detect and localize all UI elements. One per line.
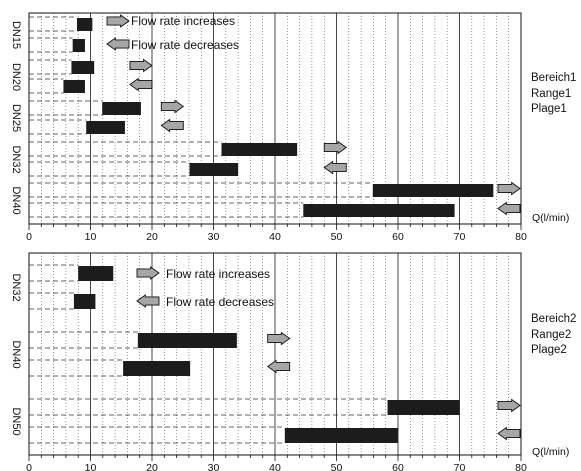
panel-1: 0 10 20 30 40 50 60 70 80 DN15 DN20 DN25 DN32 DN40 Flo… (10, 12, 527, 243)
legend-increase-arrow (106, 14, 130, 28)
DN25-up-arrow (160, 99, 185, 114)
x-tick-label: 20 (146, 462, 158, 471)
panel2-x-axis-title: Q(l/min) (532, 446, 570, 458)
legend2-increase-arrow (136, 266, 160, 280)
x-tick-label: 60 (392, 462, 404, 471)
DN40-down-bar (303, 204, 455, 217)
legend-decrease-arrow (106, 37, 130, 51)
x-tick-label: 50 (331, 462, 343, 471)
range2-label: Bereich2 Range2 Plage2 (531, 312, 576, 359)
DN40-up-arrow (267, 331, 291, 346)
DN32-down-arrow (323, 160, 347, 175)
legend2-increase-label: Flow rate increases (166, 267, 270, 281)
legend-decrease-label: Flow rate decreases (131, 38, 239, 52)
x-tick-label: 60 (392, 231, 404, 243)
group-label-DN32: DN32 (10, 273, 22, 301)
group-label-DN25: DN25 (10, 104, 22, 132)
DN50-down-arrow (497, 426, 521, 441)
x-tick-label: 80 (515, 462, 527, 471)
x-tick-label: 70 (454, 462, 466, 471)
DN50-up-arrow (497, 398, 521, 413)
DN32-up-bar (78, 266, 114, 281)
DN20-up-arrow (129, 58, 153, 73)
legend2-decrease-arrow (136, 294, 160, 308)
DN40-down-arrow (266, 359, 291, 374)
range2-label-fr: Plage2 (531, 344, 567, 356)
DN32-up-bar (221, 143, 298, 156)
group-label-DN20: DN20 (10, 63, 22, 91)
x-tick-label: 0 (26, 462, 32, 471)
x-tick-label: 20 (146, 231, 158, 243)
group-label-DN32: DN32 (10, 145, 22, 173)
DN32-down-bar (189, 163, 239, 176)
x-tick-label: 30 (208, 462, 220, 471)
DN15-down-bar (72, 39, 85, 52)
range1-label-en: Range1 (531, 87, 572, 100)
panel-2: 0 10 20 30 40 50 60 70 80 DN32 DN40 DN50 Flow rate i… (10, 252, 527, 471)
DN20-up-bar (71, 61, 95, 74)
DN20-down-arrow (129, 77, 153, 92)
x-tick-label: 30 (208, 231, 220, 243)
range1-label-de: Bereich1 (531, 72, 577, 84)
x-tick-label: 50 (331, 231, 343, 243)
group-label-DN50: DN50 (10, 407, 22, 435)
DN20-down-bar (63, 80, 85, 93)
DN40-up-bar (137, 333, 237, 348)
panel1-x-axis-title: Q(l/min) (532, 212, 570, 224)
DN40-down-bar (123, 361, 191, 376)
group-label-DN40: DN40 (10, 186, 22, 214)
DN32-down-bar (73, 294, 96, 309)
group-label-DN40: DN40 (10, 340, 22, 368)
x-tick-label: 0 (26, 231, 32, 243)
x-tick-label: 40 (269, 231, 281, 243)
legend-increase-label: Flow rate increases (131, 14, 235, 28)
DN40-down-arrow (497, 201, 521, 216)
DN50-down-bar (284, 428, 398, 443)
x-tick-label: 40 (269, 462, 281, 471)
x-tick-label: 80 (515, 231, 527, 243)
x-tick-label: 10 (85, 462, 97, 471)
x-tick-label: 70 (454, 231, 466, 243)
legend2-decrease-label: Flow rate decreases (166, 295, 274, 309)
DN25-down-bar (86, 121, 125, 134)
DN40-up-arrow (497, 181, 521, 196)
range2-label-de: Bereich2 (531, 313, 577, 325)
DN25-up-bar (102, 102, 141, 115)
DN50-up-bar (387, 400, 460, 415)
range1-label: Bereich1 Range1 Plage1 (531, 71, 576, 118)
DN32-up-arrow (323, 140, 348, 155)
DN25-down-arrow (160, 118, 184, 133)
range1-label-fr: Plage1 (531, 103, 567, 115)
range2-label-en: Range2 (531, 328, 572, 341)
DN40-up-bar (372, 184, 494, 197)
group-label-DN15: DN15 (10, 21, 22, 49)
DN15-up-bar (76, 18, 93, 31)
x-tick-label: 10 (85, 231, 97, 243)
